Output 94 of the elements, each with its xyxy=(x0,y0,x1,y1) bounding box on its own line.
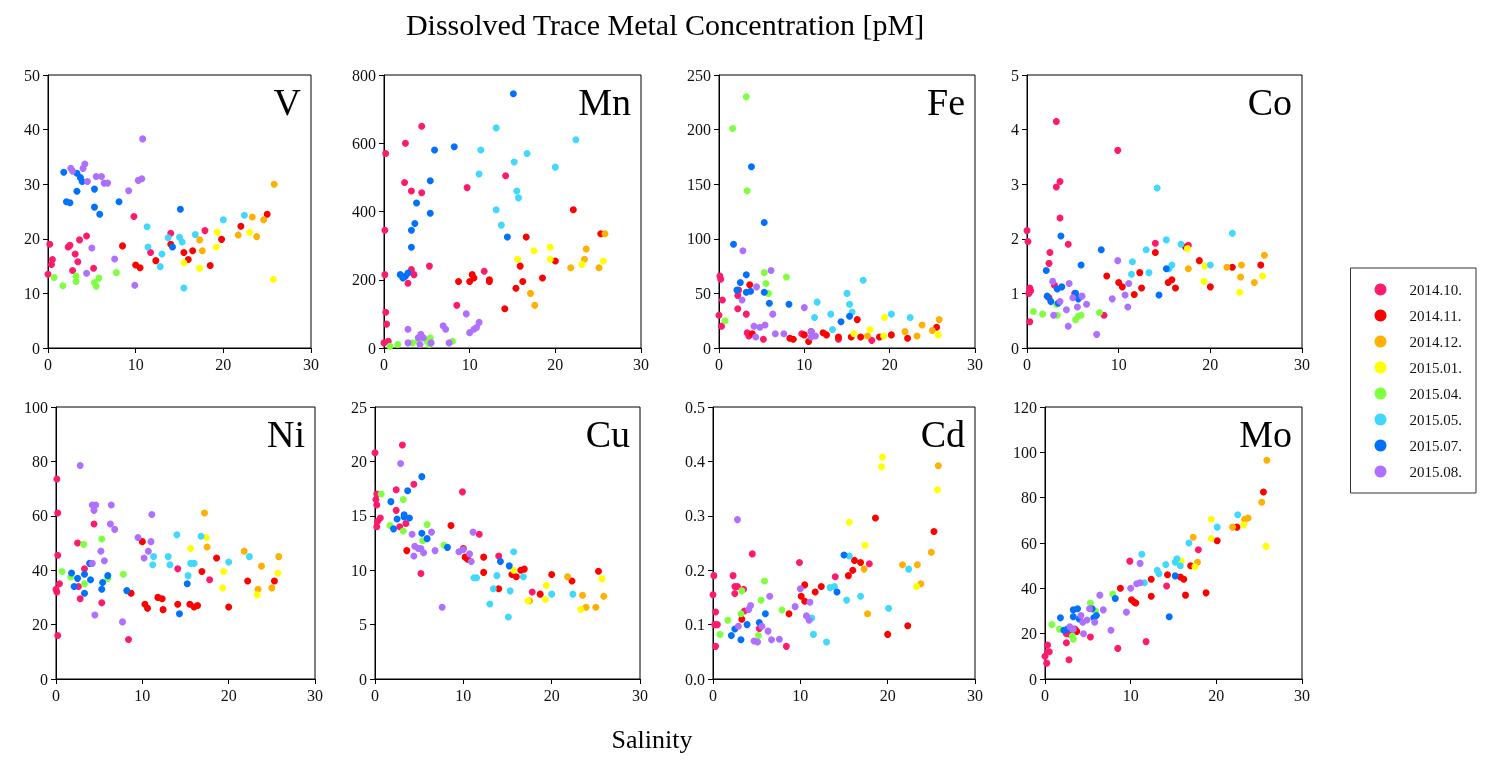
legend-label: 2015.01. xyxy=(1409,359,1462,376)
y-tick-label: 2 xyxy=(1011,230,1019,248)
y-tick-label: 100 xyxy=(1013,443,1037,461)
annotation: Mn xyxy=(578,81,632,123)
y-tick-label: 0.3 xyxy=(685,507,705,525)
legend-label: 2015.05. xyxy=(1409,411,1462,428)
x-tick-label: 20 xyxy=(547,355,564,373)
x-tick-label: 10 xyxy=(461,355,478,373)
legend-label: 2015.08. xyxy=(1409,463,1462,480)
y-tick-label: 1 xyxy=(1011,284,1019,302)
y-tick-label: 0 xyxy=(703,339,711,357)
x-tick-label: 10 xyxy=(796,355,813,373)
y-tick-label: 0.0 xyxy=(685,670,705,688)
y-tick-label: 10 xyxy=(351,561,367,579)
y-tick-label: 60 xyxy=(1021,534,1037,552)
y-tick-label: 10 xyxy=(24,284,40,302)
y-tick-label: 20 xyxy=(1021,625,1037,643)
x-tick-label: 30 xyxy=(632,686,648,704)
y-tick-label: 50 xyxy=(24,66,40,84)
y-tick-label: 0.5 xyxy=(685,398,705,416)
x-tick-label: 20 xyxy=(881,355,898,373)
x-tick-label: 20 xyxy=(220,686,237,704)
x-tick-label: 10 xyxy=(455,686,472,704)
x-tick-label: 30 xyxy=(633,355,649,373)
x-tick-label: 10 xyxy=(792,686,809,704)
y-tick-label: 120 xyxy=(1013,398,1037,416)
y-tick-label: 3 xyxy=(1011,175,1019,193)
chart-title: Dissolved Trace Metal Concentration [pM] xyxy=(405,8,925,42)
y-tick-label: 800 xyxy=(352,66,376,84)
annotation: Fe xyxy=(927,81,965,123)
y-tick-label: 200 xyxy=(687,121,711,139)
y-tick-label: 100 xyxy=(24,398,48,416)
y-tick-label: 100 xyxy=(687,230,711,248)
legend-label: 2015.04. xyxy=(1409,385,1462,402)
y-tick-label: 25 xyxy=(351,398,367,416)
x-tick-label: 30 xyxy=(307,686,323,704)
y-tick-label: 250 xyxy=(687,66,711,84)
y-tick-label: 600 xyxy=(352,134,376,152)
y-tick-label: 0.1 xyxy=(685,616,705,634)
y-tick-label: 15 xyxy=(351,507,367,525)
x-tick-label: 20 xyxy=(215,355,232,373)
y-tick-label: 0 xyxy=(359,670,367,688)
y-tick-label: 0.2 xyxy=(685,561,705,579)
y-tick-label: 400 xyxy=(352,203,376,220)
x-tick-label: 20 xyxy=(879,686,896,704)
x-tick-label: 10 xyxy=(1122,686,1139,704)
x-tick-label: 30 xyxy=(1294,355,1310,373)
y-tick-label: 40 xyxy=(32,561,48,579)
y-tick-label: 20 xyxy=(24,230,40,248)
y-tick-label: 50 xyxy=(695,284,711,302)
x-tick-label: 20 xyxy=(1202,355,1219,373)
y-tick-label: 5 xyxy=(359,616,367,634)
y-tick-label: 30 xyxy=(24,175,40,193)
x-tick-label: 30 xyxy=(303,355,319,373)
annotation: Cu xyxy=(585,413,631,455)
x-tick-label: 0 xyxy=(715,355,723,373)
legend-label: 2014.10. xyxy=(1409,281,1462,298)
annotation: V xyxy=(273,81,302,123)
y-tick-label: 200 xyxy=(352,271,376,289)
x-tick-label: 10 xyxy=(127,355,144,373)
x-tick-label: 0 xyxy=(1041,686,1049,704)
legend-label: 2015.07. xyxy=(1409,437,1462,454)
y-tick-label: 4 xyxy=(1011,121,1019,139)
y-tick-label: 60 xyxy=(32,507,48,525)
legend-label: 2014.12. xyxy=(1409,333,1462,350)
y-tick-label: 0 xyxy=(1029,670,1037,688)
y-tick-label: 20 xyxy=(32,616,48,634)
y-tick-label: 40 xyxy=(1021,579,1037,597)
x-tick-label: 20 xyxy=(543,686,560,704)
y-tick-label: 5 xyxy=(1011,66,1019,84)
x-tick-label: 30 xyxy=(1294,686,1310,704)
x-tick-label: 30 xyxy=(967,686,983,704)
y-tick-label: 150 xyxy=(687,175,711,193)
annotation: Ni xyxy=(267,413,305,455)
x-tick-label: 0 xyxy=(52,686,60,704)
x-tick-label: 10 xyxy=(1110,355,1127,373)
x-tick-label: 20 xyxy=(1208,686,1225,704)
annotation: Cd xyxy=(920,413,966,455)
y-tick-label: 80 xyxy=(32,452,48,470)
y-tick-label: 0.4 xyxy=(685,452,705,470)
annotation: Co xyxy=(1247,81,1293,123)
legend-label: 2014.11. xyxy=(1409,307,1462,324)
x-tick-label: 30 xyxy=(967,355,983,373)
y-tick-label: 0 xyxy=(368,339,376,357)
y-tick-label: 0 xyxy=(32,339,40,357)
x-tick-label: 0 xyxy=(380,355,388,373)
x-tick-label: 10 xyxy=(134,686,151,704)
y-tick-label: 40 xyxy=(24,121,40,139)
y-tick-label: 0 xyxy=(1011,339,1019,357)
y-tick-label: 20 xyxy=(351,452,367,470)
x-axis-title: Salinity xyxy=(611,725,693,755)
annotation: Mo xyxy=(1239,413,1293,455)
y-tick-label: 80 xyxy=(1021,489,1037,507)
y-tick-label: 0 xyxy=(40,670,48,688)
